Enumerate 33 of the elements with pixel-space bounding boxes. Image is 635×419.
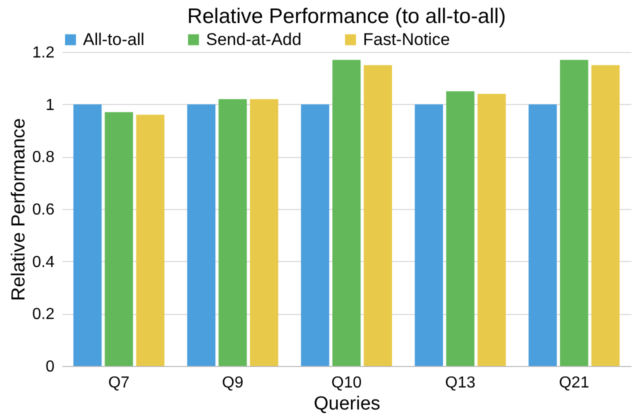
- bar: [332, 60, 361, 366]
- bar: [364, 65, 392, 366]
- bar: [300, 104, 330, 366]
- bar: [591, 65, 620, 366]
- y-tick-label: 1.2: [32, 44, 55, 62]
- x-axis-title: Queries: [314, 394, 380, 414]
- chart-title: Relative Performance (to all-to-all): [187, 5, 506, 28]
- y-tick-label: 0: [46, 358, 55, 376]
- bar: [560, 60, 588, 366]
- bar: [250, 99, 278, 366]
- legend-label: All-to-all: [83, 30, 144, 49]
- bar: [73, 104, 102, 366]
- legend-label: Send-at-Add: [206, 30, 302, 49]
- bar: [218, 99, 247, 366]
- y-tick-label: 0.2: [32, 306, 55, 324]
- bar: [446, 91, 474, 366]
- bar: [187, 104, 216, 366]
- x-tick-label: Q21: [558, 374, 590, 392]
- x-tick-label: Q9: [222, 374, 244, 392]
- bar: [414, 104, 444, 366]
- bar: [478, 94, 506, 366]
- y-tick-label: 0.6: [32, 202, 55, 218]
- y-tick-label: 0.4: [32, 254, 55, 271]
- y-tick-label: 0.8: [32, 149, 55, 166]
- x-tick-label: Q10: [331, 374, 362, 392]
- x-tick-label: Q13: [445, 374, 476, 392]
- bar: [136, 114, 164, 366]
- x-tick-label: Q7: [108, 374, 130, 392]
- y-tick-label: 1: [46, 96, 55, 114]
- legend-label: Fast-Notice: [363, 30, 450, 49]
- bar: [104, 112, 134, 366]
- bar: [528, 104, 557, 366]
- y-axis-title: Relative Performance: [8, 118, 30, 301]
